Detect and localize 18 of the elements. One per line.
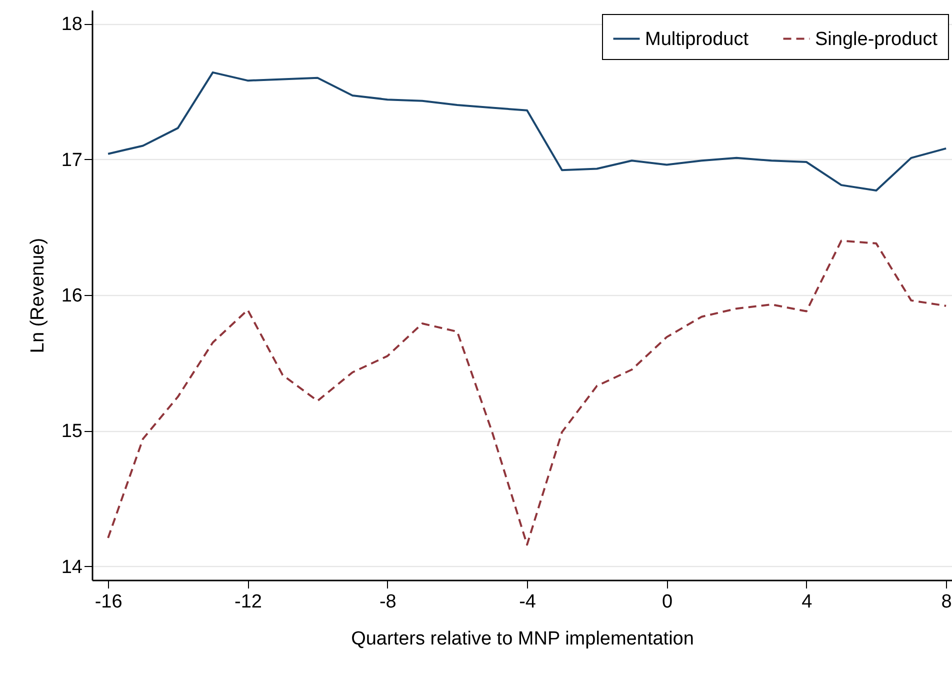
x-tick-label: 8 [941, 592, 952, 612]
y-tick-label: 17 [61, 150, 82, 171]
line-series [107, 240, 948, 546]
x-tick-label: -8 [379, 592, 396, 612]
line-series [107, 71, 948, 192]
legend-label: Single-product [815, 28, 938, 50]
x-tick-label: -4 [519, 592, 536, 612]
x-tick-label: -16 [94, 592, 122, 612]
y-axis-title: Ln (Revenue) [27, 238, 48, 354]
x-tick-label: 4 [802, 592, 813, 612]
legend-label: Multiproduct [645, 28, 750, 50]
y-tick-label: 15 [61, 421, 82, 442]
x-axis-title: Quarters relative to MNP implementation [351, 628, 694, 650]
x-tick-label: -12 [234, 592, 262, 612]
y-tick-label: 16 [61, 286, 82, 306]
y-tick-label: 14 [61, 556, 83, 578]
y-tick-label: 18 [61, 14, 82, 36]
x-tick-label: 0 [662, 592, 673, 612]
